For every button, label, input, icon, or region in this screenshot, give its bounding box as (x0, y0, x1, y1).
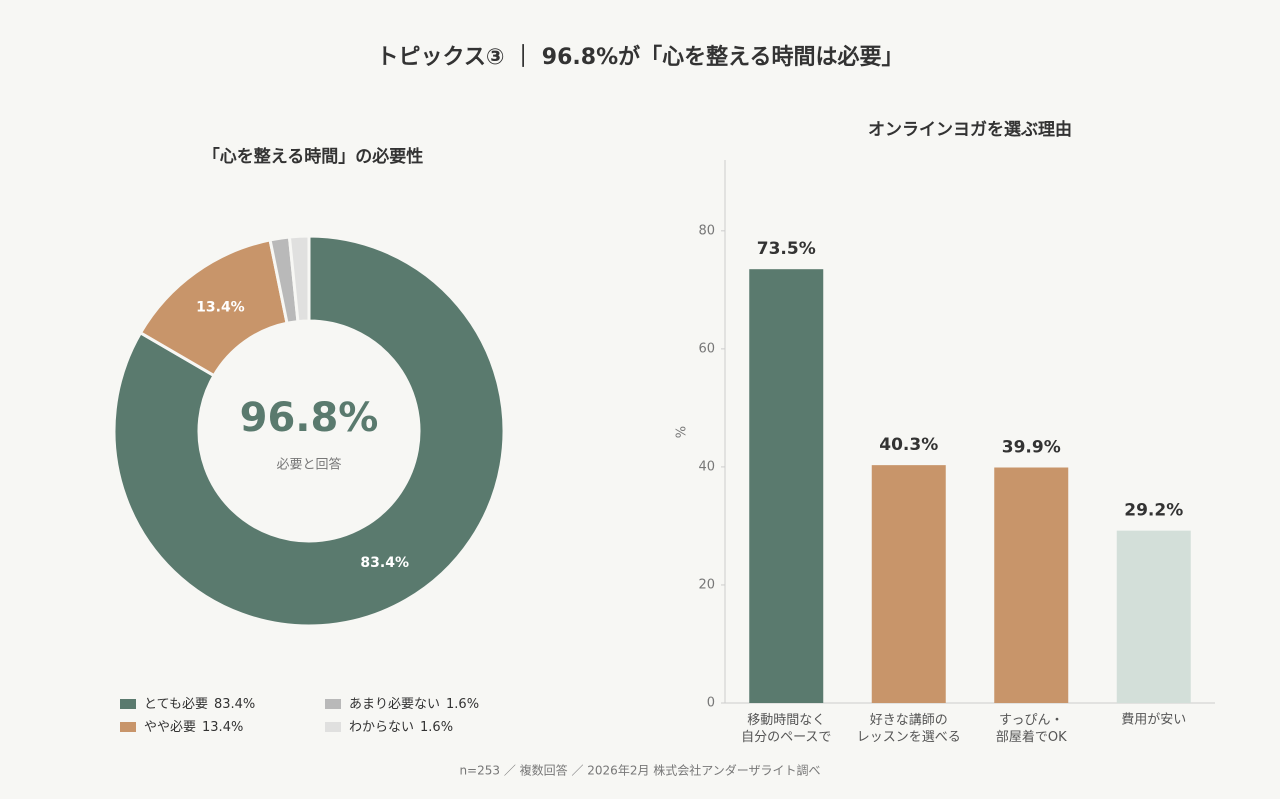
legend-swatch (120, 699, 136, 709)
center-sublabel: 必要と回答 (276, 457, 341, 473)
footnote: n=253 ／ 複数回答 ／ 2026年2月 株式会社アンダーザライト調べ (459, 763, 820, 778)
x-tick-label: 費用が安い (1121, 713, 1186, 728)
legend-value: 83.4% (214, 697, 255, 712)
value-label: 29.2% (1124, 501, 1183, 521)
legend-label: とても必要 83.4% (144, 697, 255, 712)
x-tick-label: 好きな講師のレッスンを選べる (857, 712, 961, 745)
page-title: トピックス③ ｜ 96.8%が「心を整える時間は必要」 (377, 44, 904, 70)
legend-name: わからない (349, 720, 414, 735)
legend-name: とても必要 (144, 697, 208, 712)
legend-swatch (325, 699, 341, 709)
center-label: 96.8% (240, 395, 379, 441)
y-tick-label: 80 (698, 223, 715, 238)
legend-value: 1.6% (446, 697, 479, 712)
bar (994, 467, 1069, 703)
y-tick-label: 60 (698, 341, 715, 356)
legend-label: わからない 1.6% (349, 720, 453, 735)
x-tick-label: すっぴん・部屋着でOK (996, 713, 1067, 745)
y-tick-label: 20 (698, 577, 715, 592)
donut-slice (112, 234, 506, 628)
y-axis-label: % (675, 426, 690, 438)
legend-name: あまり必要ない (349, 697, 440, 712)
value-label: 39.9% (1002, 438, 1061, 458)
legend-value: 1.6% (420, 720, 453, 735)
legend-swatch (325, 722, 341, 732)
value-label: 73.5% (757, 239, 816, 259)
legend-value: 13.4% (202, 720, 243, 735)
legend-label: あまり必要ない 1.6% (349, 697, 479, 712)
chart-title: 「心を整える時間」の必要性 (203, 146, 424, 167)
bar (1116, 530, 1191, 703)
bar (871, 465, 946, 703)
legend-name: やや必要 (144, 720, 196, 735)
y-tick-label: 0 (707, 696, 715, 711)
donut-slice (287, 234, 311, 324)
bar (749, 269, 824, 703)
legend-label: やや必要 13.4% (144, 720, 243, 735)
slice-label: 83.4% (360, 555, 409, 571)
slice-label: 13.4% (196, 299, 245, 315)
x-tick-label: 移動時間なく自分のペースで (741, 713, 831, 745)
value-label: 40.3% (879, 435, 938, 455)
legend-swatch (120, 722, 136, 732)
chart-title: オンラインヨガを選ぶ理由 (868, 119, 1072, 140)
y-tick-label: 40 (698, 459, 715, 474)
